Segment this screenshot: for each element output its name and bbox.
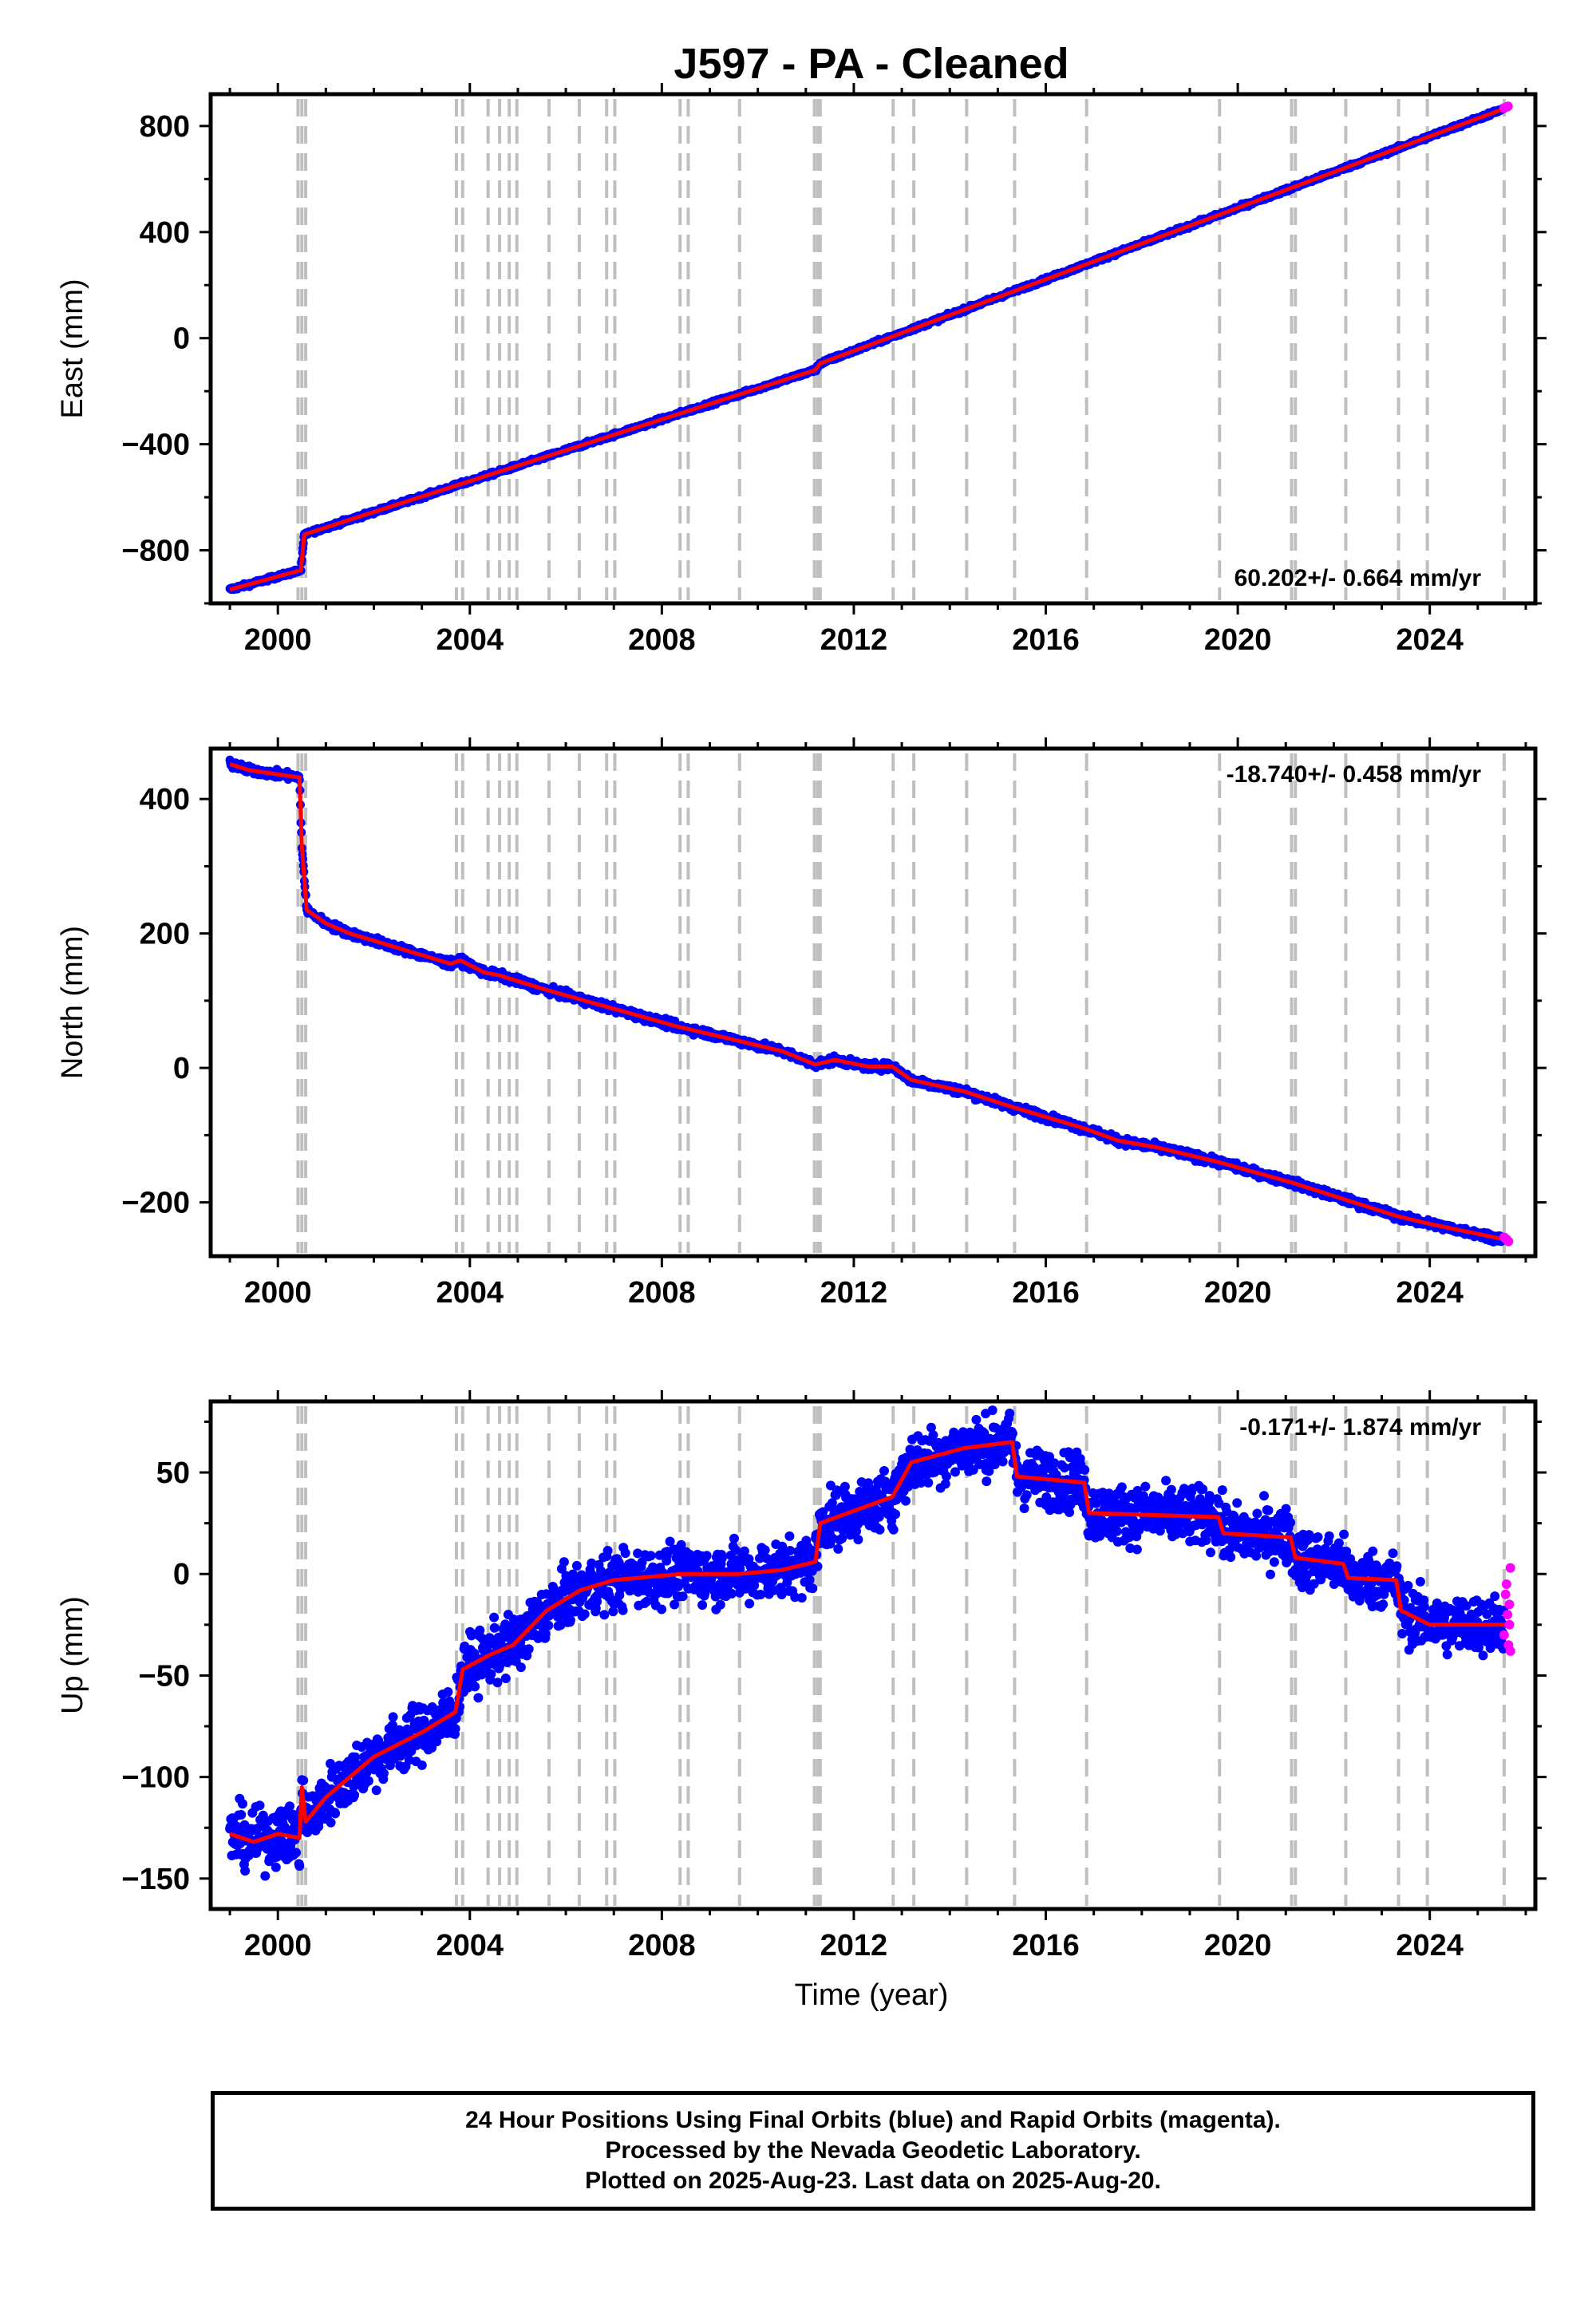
x-tick-label: 2004 — [437, 623, 504, 657]
y-tick-label: 400 — [140, 216, 190, 250]
x-tick-label: 2020 — [1204, 623, 1272, 657]
velocity-label: 60.202+/- 0.664 mm/yr — [1235, 565, 1482, 591]
y-tick-label: 800 — [140, 110, 190, 144]
x-tick-label: 2016 — [1012, 623, 1080, 657]
step-lines — [296, 99, 1506, 600]
x-tick-label: 2000 — [244, 623, 312, 657]
x-tick-label: 2024 — [1396, 623, 1464, 657]
plot-frame — [208, 92, 1538, 606]
x-axis: 2000 2004 2008 2012 2016 2020 2024 — [228, 83, 1527, 657]
east-panel: 2000 2004 2008 2012 2016 2020 2024 −800 −400 0 400… — [56, 83, 1547, 657]
y-tick-label: 0 — [173, 322, 190, 356]
step-lines — [296, 753, 1506, 1253]
x-tick-label: 2008 — [628, 623, 696, 657]
y-axis-label: East (mm) — [56, 279, 89, 418]
chart-title: J597 - PA - Cleaned — [674, 40, 1069, 88]
rapid-orbit-points — [1499, 101, 1513, 113]
y-tick-label: −400 — [121, 429, 190, 462]
model-line — [229, 105, 1508, 592]
y-axis: −800 −400 0 400 800 — [121, 110, 1547, 605]
x-tick-label: 2012 — [820, 623, 888, 657]
y-tick-label: −800 — [121, 535, 190, 568]
north-panel: 2000 2004 2008 2012 2016 2020 2024−2000200400N… — [56, 737, 1547, 1310]
rapid-point — [1503, 101, 1513, 112]
final-orbit-points — [225, 755, 1508, 1247]
